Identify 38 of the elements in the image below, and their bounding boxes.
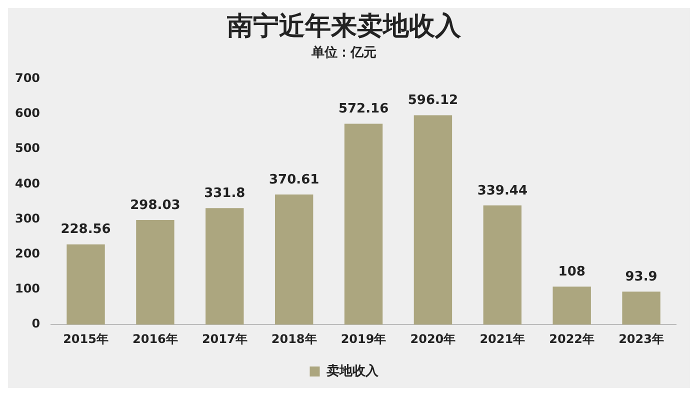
x-tick-label: 2017年: [202, 332, 248, 346]
y-tick-label: 100: [14, 282, 40, 296]
bar: [206, 208, 244, 325]
y-tick-label: 0: [32, 316, 40, 331]
bar: [622, 292, 660, 325]
data-label: 572.16: [338, 102, 389, 117]
data-label: 108: [558, 264, 586, 280]
y-tick-label: 500: [14, 141, 40, 156]
y-tick-label: 600: [14, 106, 40, 120]
x-tick-label: 2015年: [63, 332, 108, 346]
bar: [274, 194, 314, 325]
bar: [66, 244, 105, 325]
data-label: 596.12: [408, 93, 458, 108]
y-tick-label: 300: [14, 211, 40, 226]
y-tick-label: 400: [14, 176, 40, 190]
bar: [483, 205, 522, 325]
y-tick-label: 200: [14, 246, 40, 260]
x-tick-label: 2021年: [480, 332, 526, 346]
data-label: 370.61: [269, 172, 320, 188]
bar: [136, 220, 174, 325]
x-tick-label: 2023年: [618, 332, 664, 346]
chart-subtitle: 单位：亿元: [310, 44, 376, 60]
data-label: 228.56: [60, 222, 111, 238]
x-tick-label: 2020年: [410, 332, 456, 346]
chart-title: 南宁近年来卖地收入: [226, 11, 462, 42]
bar: [344, 124, 383, 325]
x-tick-label: 2018年: [271, 332, 317, 346]
data-label: 339.44: [477, 183, 528, 198]
data-label: 298.03: [130, 198, 180, 213]
x-tick-label: 2022年: [549, 332, 595, 346]
bar: [552, 286, 591, 325]
data-label: 93.9: [625, 270, 658, 285]
data-label: 331.8: [204, 186, 246, 201]
x-tick-label: 2016年: [132, 332, 178, 346]
x-tick-label: 2019年: [340, 332, 386, 346]
bar: [414, 115, 452, 325]
y-tick-label: 700: [14, 70, 40, 85]
legend-label: 卖地收入: [326, 362, 380, 379]
